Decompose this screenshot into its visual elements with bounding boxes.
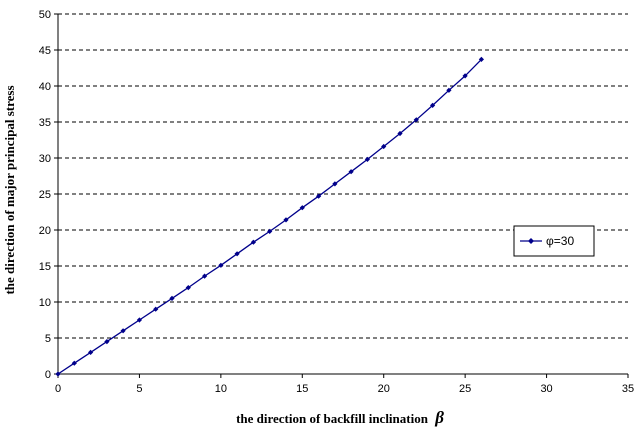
y-tick-label: 15 — [39, 261, 51, 273]
data-point — [55, 371, 61, 377]
data-point — [71, 360, 77, 366]
y-axis-title: the direction of major principal stress — [2, 85, 17, 294]
x-tick-label: 20 — [378, 383, 390, 395]
data-point — [136, 317, 142, 323]
gridlines — [58, 13, 628, 339]
y-tick-label: 35 — [39, 117, 51, 129]
legend-series-marker — [528, 238, 534, 244]
tick-labels: 0 5 10 15 20 25 30 35 40 45 50 0 5 10 15 20 25 30 35 — [39, 9, 634, 395]
data-point — [234, 251, 240, 257]
data-point — [104, 339, 110, 345]
legend: φ=30 — [513, 225, 595, 257]
data-point — [381, 143, 387, 150]
y-tick-label: 10 — [39, 297, 51, 309]
data-point — [316, 193, 322, 199]
y-tick-label: 20 — [39, 225, 51, 237]
data-point — [218, 262, 224, 268]
data-point — [153, 306, 159, 312]
y-tick-label: 40 — [39, 81, 51, 93]
data-point — [430, 102, 436, 108]
y-tick-label: 30 — [39, 153, 51, 165]
data-point — [169, 295, 175, 301]
axes — [54, 13, 629, 378]
data-point — [283, 217, 289, 223]
series-group — [55, 56, 484, 377]
y-tick-label: 25 — [39, 189, 51, 201]
data-point — [364, 156, 370, 162]
data-point — [185, 285, 191, 291]
data-point — [267, 228, 273, 234]
data-point — [446, 87, 452, 93]
data-point — [202, 273, 208, 279]
data-point — [88, 349, 94, 355]
legend-series-label: φ=30 — [546, 234, 574, 248]
x-tick-label: 35 — [622, 383, 634, 395]
data-point — [299, 205, 305, 211]
data-point — [348, 169, 354, 175]
y-tick-label: 50 — [39, 9, 51, 21]
data-point — [332, 181, 338, 187]
data-point — [250, 239, 256, 245]
x-axis-title-symbol: β — [434, 408, 444, 427]
data-point — [478, 56, 484, 62]
y-tick-label: 0 — [45, 369, 51, 381]
y-tick-label: 45 — [39, 45, 51, 57]
x-tick-label: 10 — [215, 383, 227, 395]
data-point — [397, 130, 403, 137]
x-tick-label: 15 — [296, 383, 308, 395]
y-tick-label: 5 — [45, 333, 51, 345]
data-point — [462, 73, 468, 79]
x-tick-label: 25 — [459, 383, 471, 395]
x-tick-label: 5 — [136, 383, 142, 395]
x-axis-title: the direction of backfill inclination β — [236, 408, 444, 427]
x-tick-label: 30 — [540, 383, 552, 395]
x-tick-label: 0 — [55, 383, 61, 395]
x-axis-title-text: the direction of backfill inclination — [236, 411, 429, 426]
data-point — [413, 117, 419, 123]
data-point — [120, 328, 126, 334]
